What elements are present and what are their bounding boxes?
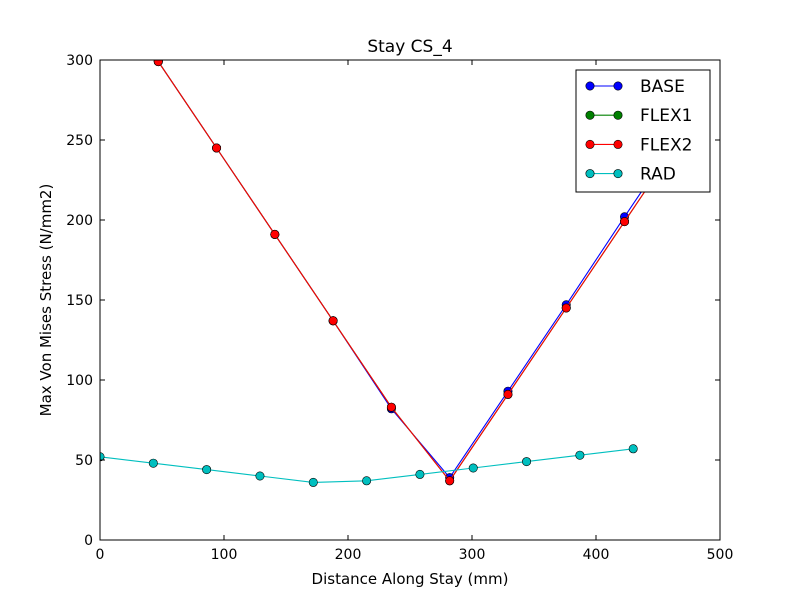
x-axis-title: Distance Along Stay (mm) bbox=[312, 570, 509, 588]
y-tick-label: 200 bbox=[66, 213, 93, 229]
x-tick-label: 100 bbox=[211, 547, 238, 563]
data-point-rad bbox=[362, 476, 372, 486]
x-tick-label: 400 bbox=[583, 547, 610, 563]
data-point-flex2 bbox=[503, 389, 513, 399]
y-tick-label: 0 bbox=[84, 533, 93, 549]
data-point-rad bbox=[415, 469, 425, 479]
legend-label-base: BASE bbox=[640, 77, 685, 97]
legend-marker-flex2 bbox=[613, 139, 623, 149]
data-point-flex2 bbox=[445, 476, 455, 486]
data-point-rad bbox=[255, 471, 265, 481]
legend-marker-base bbox=[613, 81, 623, 91]
data-point-rad bbox=[202, 465, 212, 475]
legend-marker-flex1 bbox=[585, 110, 595, 120]
legend-box bbox=[575, 69, 711, 193]
legend: BASE FLEX1 FLEX2 RAD bbox=[575, 69, 711, 193]
legend-marker-flex2 bbox=[585, 139, 595, 149]
data-point-flex2 bbox=[270, 229, 280, 239]
x-tick-label: 0 bbox=[96, 547, 105, 563]
data-point-flex2 bbox=[561, 303, 571, 313]
legend-marker-rad bbox=[585, 169, 595, 179]
series-layer bbox=[100, 60, 688, 487]
chart-title: Stay CS_4 bbox=[367, 37, 452, 57]
data-point-rad bbox=[522, 457, 532, 467]
y-tick-label: 50 bbox=[75, 453, 93, 469]
data-point-flex2 bbox=[328, 316, 338, 326]
x-tick-label: 300 bbox=[459, 547, 486, 563]
data-point-flex2 bbox=[212, 143, 222, 153]
y-axis-title: Max Von Mises Stress (N/mm2) bbox=[37, 184, 55, 417]
legend-label-flex1: FLEX1 bbox=[640, 106, 692, 126]
ticks-layer: 0 100 200 300 400 500 0 50 100 150 200 250 300 bbox=[66, 53, 733, 563]
x-tick-label: 500 bbox=[707, 547, 734, 563]
y-tick-label: 300 bbox=[66, 53, 93, 69]
data-point-flex2 bbox=[386, 402, 396, 412]
data-point-flex2 bbox=[153, 60, 163, 67]
legend-label-rad: RAD bbox=[640, 165, 676, 185]
legend-marker-flex1 bbox=[613, 110, 623, 120]
x-tick-label: 200 bbox=[335, 547, 362, 563]
data-point-rad bbox=[628, 444, 638, 454]
data-point-rad bbox=[308, 477, 318, 487]
y-tick-label: 100 bbox=[66, 373, 93, 389]
data-point-rad bbox=[148, 458, 158, 468]
data-point-flex2 bbox=[620, 217, 630, 227]
legend-marker-rad bbox=[613, 169, 623, 179]
data-point-rad bbox=[468, 463, 478, 473]
y-tick-label: 150 bbox=[66, 293, 93, 309]
legend-marker-base bbox=[585, 81, 595, 91]
legend-label-flex2: FLEX2 bbox=[640, 135, 692, 155]
data-point-rad bbox=[575, 450, 585, 460]
y-tick-label: 250 bbox=[66, 133, 93, 149]
